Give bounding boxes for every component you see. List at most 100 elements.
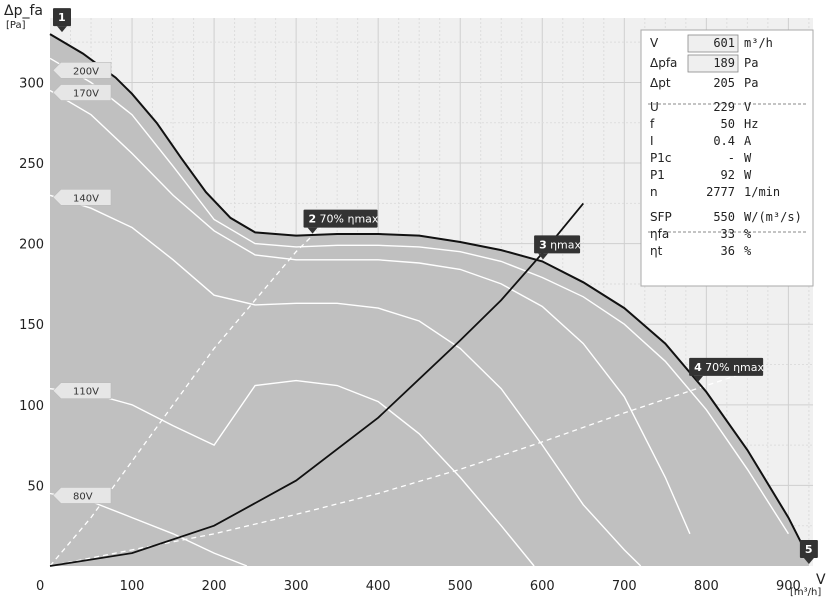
marker-3: 3 ηmax xyxy=(534,235,582,260)
info-row-P1: P1 92 W xyxy=(650,168,752,182)
efficiency-curve xyxy=(49,227,322,567)
y-axis-ticks: 50 100 150 200 250 300 xyxy=(19,76,44,494)
info-row-Δpfa: Δpfa 189 Pa xyxy=(650,54,758,73)
info-row-ηt: ηt 36% xyxy=(650,244,752,258)
svg-text:%: % xyxy=(744,244,752,258)
info-row-P1c: P1c - W xyxy=(650,151,752,165)
svg-text:Pa: Pa xyxy=(744,76,758,90)
svg-text:n: n xyxy=(650,185,658,199)
info-panel: V 601 m³/h Δpfa 189 Pa Δpt 205 Pa U 229 Vf 50 Hz I 0.4 A… xyxy=(640,29,814,287)
svg-text:70% ηmax: 70% ηmax xyxy=(320,213,379,226)
svg-text:92: 92 xyxy=(721,168,735,182)
y-axis-title: Δp_fa xyxy=(4,3,43,19)
x-tick-label: 400 xyxy=(366,579,391,594)
y-tick-label: 300 xyxy=(19,76,44,91)
info-row-SFP: SFP 550 W/(m³/s) xyxy=(650,210,802,224)
svg-text:V: V xyxy=(744,100,751,114)
svg-text:3: 3 xyxy=(539,238,547,251)
x-axis-ticks: 0 100 200 300 400 500 600 700 800 900 xyxy=(36,579,801,594)
voltage-curve-140V xyxy=(49,194,642,567)
y-tick-label: 50 xyxy=(27,479,44,494)
y-tick-label: 250 xyxy=(19,157,44,172)
x-axis-title: V xyxy=(816,572,826,588)
svg-text:ηmax: ηmax xyxy=(550,238,581,251)
x-axis-unit: [m³/h] xyxy=(790,587,821,598)
x-tick-label: 0 xyxy=(36,579,44,594)
svg-text:550: 550 xyxy=(713,210,735,224)
y-tick-label: 150 xyxy=(19,318,44,333)
svg-text:I: I xyxy=(650,134,654,148)
info-row-Δpt: Δpt 205 Pa xyxy=(650,76,758,90)
svg-text:229: 229 xyxy=(713,100,735,114)
voltage-label-110V: 110V xyxy=(52,382,112,400)
x-tick-label: 700 xyxy=(612,579,637,594)
svg-text:SFP: SFP xyxy=(650,210,672,224)
svg-text:2: 2 xyxy=(309,213,317,226)
svg-text:P1: P1 xyxy=(650,168,665,182)
info-row-n: n 2777 1/min xyxy=(650,185,780,199)
voltage-curve-170V xyxy=(49,89,691,535)
x-tick-label: 900 xyxy=(776,579,801,594)
svg-text:4: 4 xyxy=(694,361,702,374)
svg-text:f: f xyxy=(650,117,655,131)
marker-1: 1 xyxy=(53,8,71,33)
svg-text:36: 36 xyxy=(721,244,735,258)
svg-text:2777: 2777 xyxy=(706,185,735,199)
svg-text:W: W xyxy=(744,151,752,165)
info-row-ηfa: ηfa 33% xyxy=(650,227,752,241)
svg-text:205: 205 xyxy=(713,76,735,90)
svg-text:%: % xyxy=(744,227,752,241)
x-tick-label: 800 xyxy=(694,579,719,594)
svg-text:5: 5 xyxy=(805,543,813,556)
voltage-label-170V: 170V xyxy=(52,84,112,101)
x-tick-label: 600 xyxy=(530,579,555,594)
y-tick-label: 200 xyxy=(19,238,44,253)
voltage-curves xyxy=(49,57,789,567)
y-tick-label: 100 xyxy=(19,399,44,414)
voltage-label-200V: 200V xyxy=(52,61,112,79)
svg-text:W/(m³/s): W/(m³/s) xyxy=(744,210,802,224)
svg-text:Pa: Pa xyxy=(744,56,758,70)
info-row-f: f 50 Hz xyxy=(650,117,758,131)
system-curve-eta-max xyxy=(49,202,584,567)
svg-text:V: V xyxy=(650,36,659,50)
svg-text:80V: 80V xyxy=(73,491,93,502)
info-row-I: I 0.4 A xyxy=(650,134,752,148)
svg-text:33: 33 xyxy=(721,227,735,241)
svg-text:A: A xyxy=(744,134,752,148)
svg-text:ηfa: ηfa xyxy=(650,227,669,241)
efficiency-curve xyxy=(49,368,756,567)
svg-text:W: W xyxy=(744,168,752,182)
svg-text:70% ηmax: 70% ηmax xyxy=(705,361,764,374)
svg-text:1: 1 xyxy=(58,11,66,24)
efficiency-curves xyxy=(49,227,756,567)
x-tick-label: 100 xyxy=(120,579,145,594)
voltage-label-80V: 80V xyxy=(52,487,112,504)
x-tick-label: 200 xyxy=(202,579,227,594)
voltage-label-140V: 140V xyxy=(52,188,112,206)
svg-text:m³/h: m³/h xyxy=(744,36,773,50)
svg-text:1/min: 1/min xyxy=(744,185,780,199)
svg-text:-: - xyxy=(728,151,735,165)
voltage-curve-200V xyxy=(49,57,789,535)
marker-2: 2 70% ηmax xyxy=(303,209,379,234)
operating-area xyxy=(50,34,809,567)
svg-text:Hz: Hz xyxy=(744,117,758,131)
voltage-labels: 200V 170V 140V 110V 80V xyxy=(52,61,112,504)
svg-text:170V: 170V xyxy=(73,89,99,100)
svg-text:189: 189 xyxy=(713,56,735,70)
svg-text:U: U xyxy=(650,100,659,114)
voltage-curve-110V xyxy=(49,379,535,567)
svg-text:Δpfa: Δpfa xyxy=(650,56,677,70)
svg-text:P1c: P1c xyxy=(650,151,671,165)
x-tick-label: 500 xyxy=(448,579,473,594)
info-row-V: V 601 m³/h xyxy=(650,34,773,53)
info-row-U: U 229 V xyxy=(650,100,751,114)
marker-5: 5 xyxy=(799,539,818,564)
x-tick-label: 300 xyxy=(284,579,309,594)
main-curve xyxy=(49,33,810,559)
svg-text:50: 50 xyxy=(721,117,735,131)
svg-text:200V: 200V xyxy=(73,66,99,77)
